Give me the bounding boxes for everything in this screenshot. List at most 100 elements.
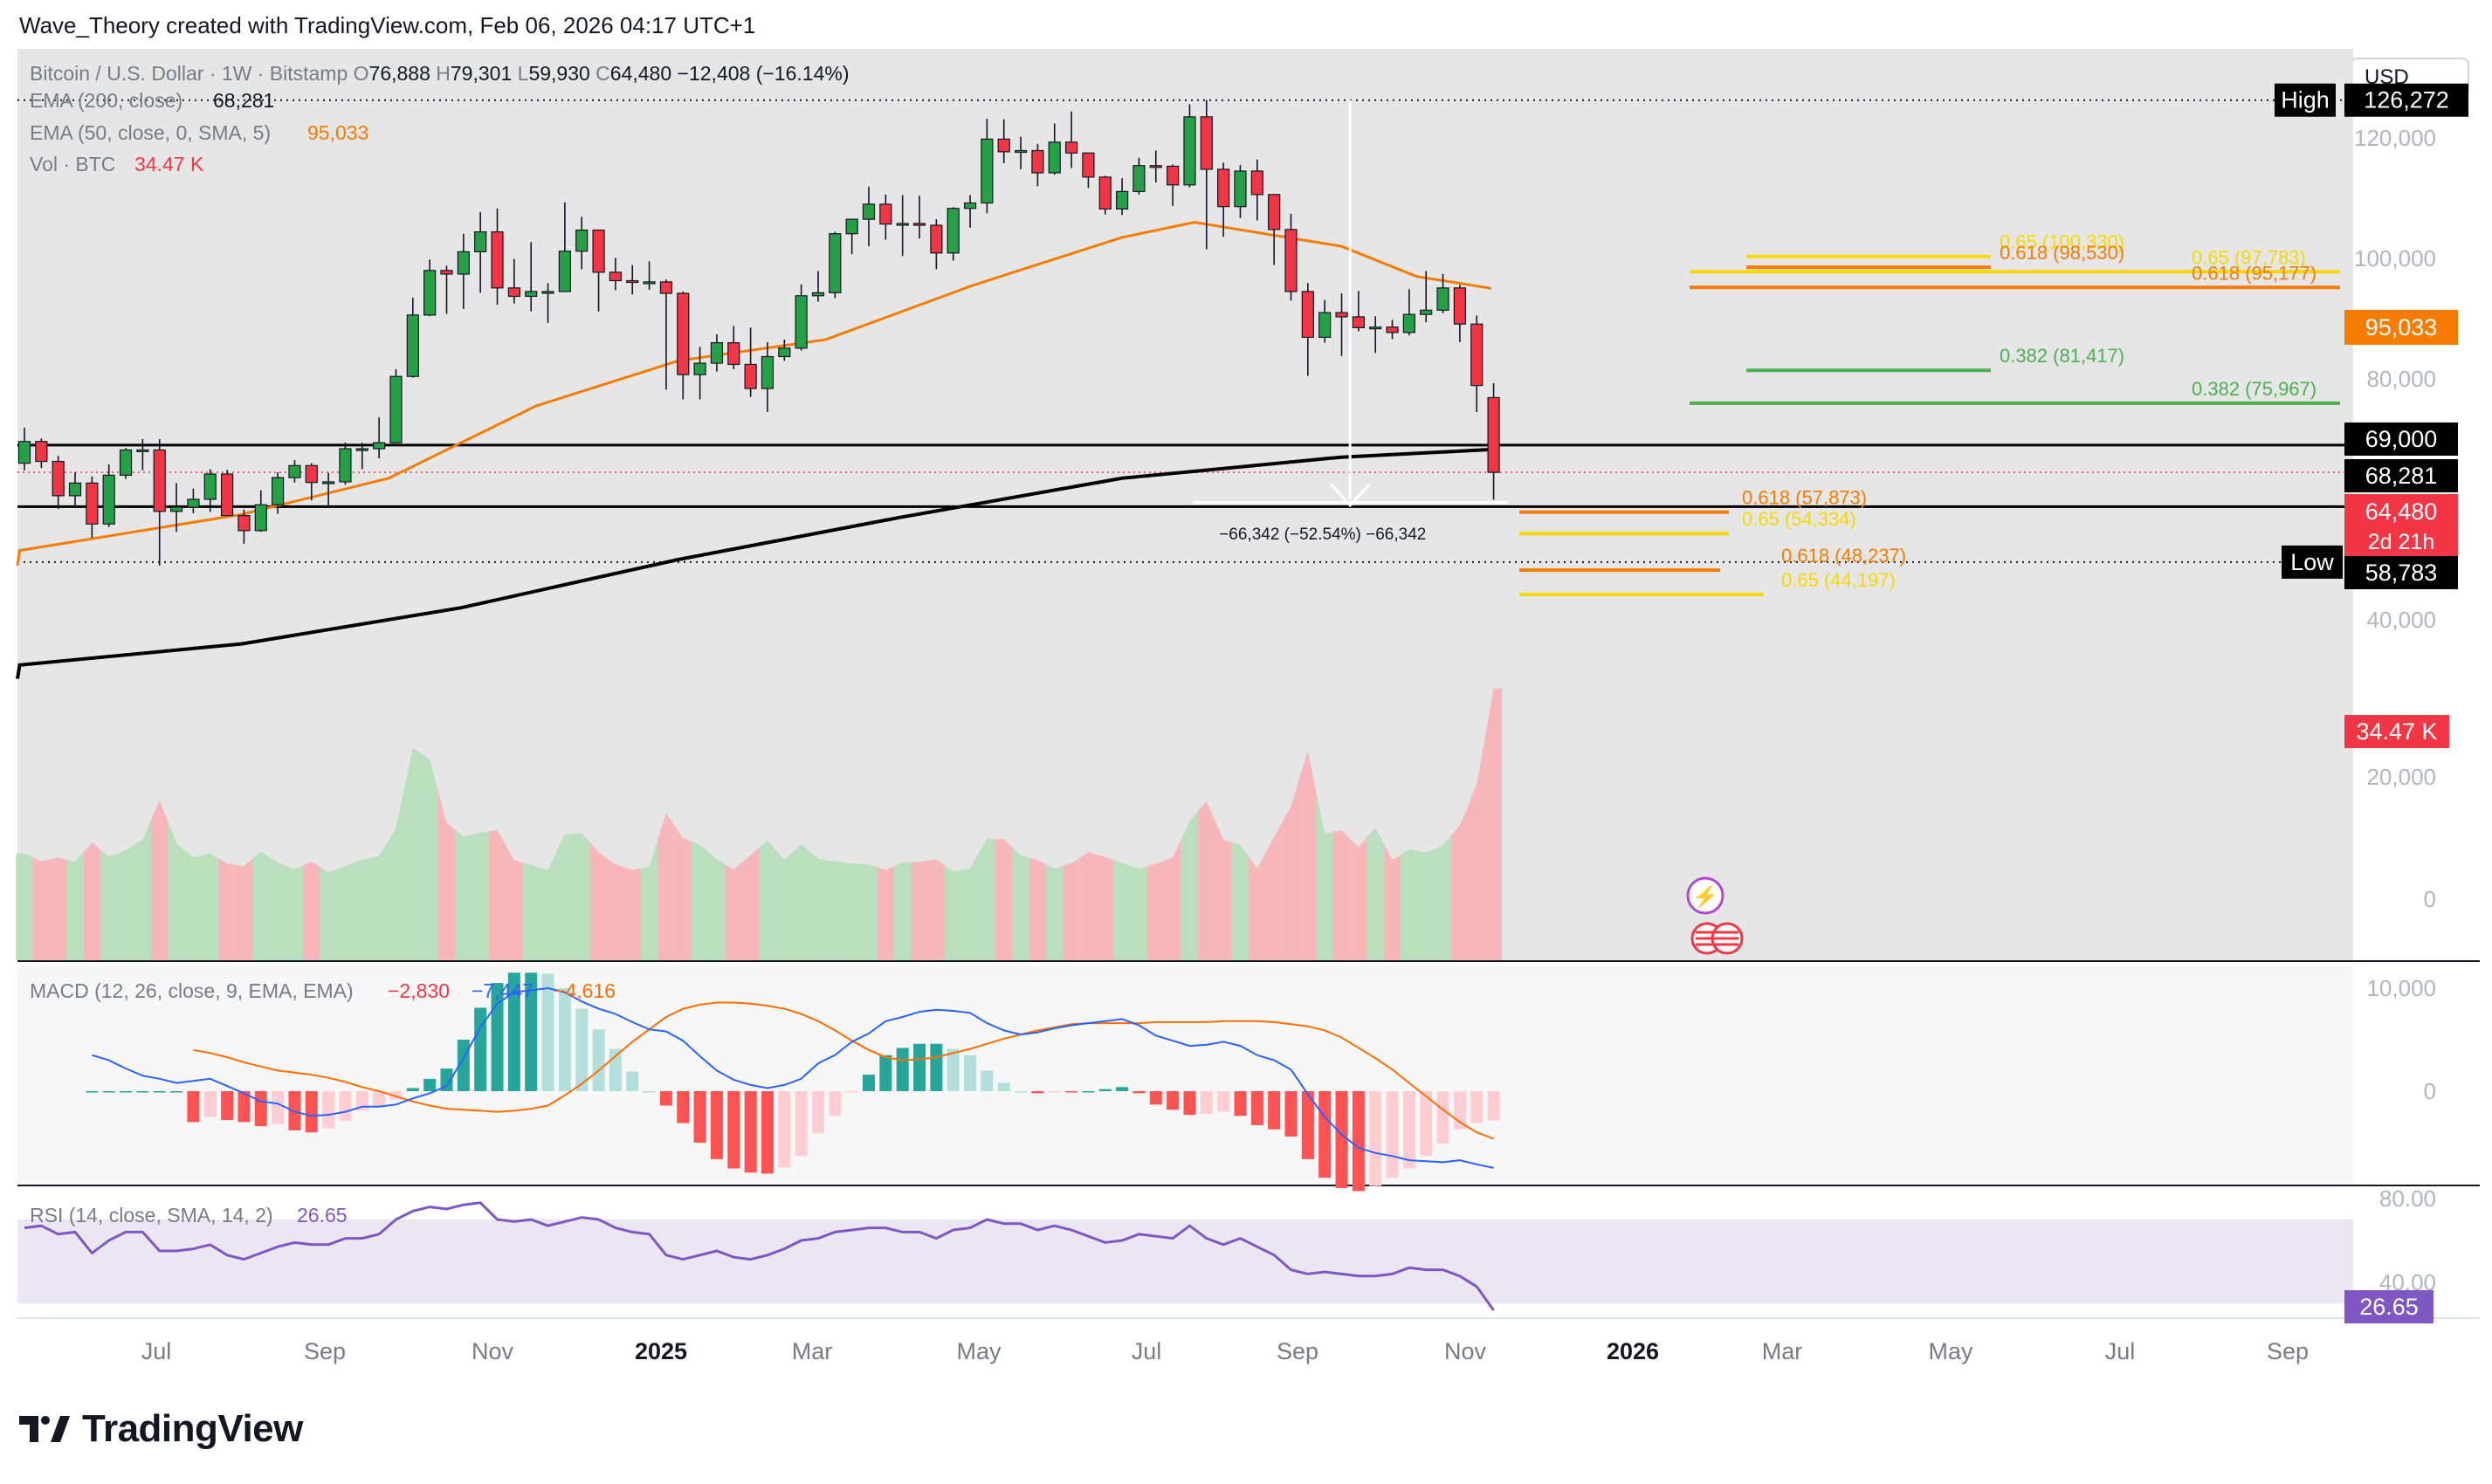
time-axis-tick: Jul [141,1338,172,1364]
fib-level-label: 0.618 (95,177) [2192,262,2316,284]
candle-body [1436,287,1449,311]
volume-bar [404,747,422,960]
volume-bar [455,829,472,960]
last-price-badge-bg [2344,494,2458,560]
volume-bar [354,857,371,960]
macd-histogram-bar [964,1055,977,1091]
candle-body [507,287,520,298]
candle-body [119,449,133,476]
time-axis-tick: Sep [1277,1338,1318,1364]
candle-body [1183,116,1196,186]
volume-bar [657,813,675,960]
low-tag: Low [2290,549,2334,575]
macd-signal-line [193,1001,1494,1140]
macd-histogram-bar [1234,1091,1247,1116]
fib-level-label: 0.65 (100,330) [2000,231,2124,253]
candle-body [896,223,909,226]
candle-body [491,231,504,289]
fib-level-label: 0.65 (54,334) [1742,508,1856,530]
macd-histogram-bar [120,1091,133,1093]
volume-bar [860,863,878,960]
macd-histogram-bar [930,1043,943,1091]
candle-body [153,449,166,512]
macd-histogram-bar [170,1091,183,1093]
level69-badge: 69,000 [2365,426,2438,452]
volume-bar [1215,821,1232,960]
candle-body [254,504,267,532]
fib-level-label: 0.618 (48,237) [1781,545,1906,567]
volume-bar [387,787,405,960]
volume-bar [83,842,101,960]
volume-badge: 34.47 K [2356,718,2437,745]
time-axis-tick: May [956,1338,1002,1364]
candle-body [1250,170,1263,196]
macd-histogram-bar [1200,1091,1213,1114]
time-axis-tick: Mar [1762,1338,1803,1364]
level58-badge: 58,783 [2365,560,2438,586]
macd-histogram-bar [1335,1091,1348,1188]
candle-body [68,482,82,497]
candle-body [102,474,115,525]
macd-histogram-bar [254,1091,267,1127]
volume-bar [1012,847,1029,960]
candle-body [912,223,926,226]
candle-body [440,270,453,275]
macd-histogram-bar [525,972,538,1091]
candle-body [1149,165,1162,168]
ema200-legend-value: 68,281 [213,89,274,112]
candle-body [1132,165,1146,193]
volume-bar [1316,792,1333,960]
measure-arrow-head [1330,483,1371,508]
macd-histogram-bar [845,1091,858,1093]
macd-histogram-bar [288,1091,301,1130]
low-tag-bg [2282,545,2343,579]
macd-panel-bg [17,965,2353,1184]
macd-histogram-bar [761,1091,774,1174]
volume-bar [1181,811,1199,960]
candle-body [1268,194,1281,230]
volume-bar [539,852,557,960]
ema50-legend-value: 95,033 [307,121,368,144]
macd-axis-tick: 0 [2424,1078,2436,1104]
candle-body [1487,396,1500,473]
candle-body [305,464,318,484]
candle-body [997,138,1010,153]
volume-bar [168,821,185,960]
candle-body [1217,168,1230,208]
ohlc-legend: Bitcoin / U.S. Dollar · 1W · Bitstamp O7… [30,62,849,85]
ema200-badge-bg [2344,459,2458,492]
rsi-badge-bg [2344,1290,2433,1323]
volume-bar [623,867,641,960]
candle-body [811,292,825,297]
price-panel-bg [17,49,2353,961]
macd-histogram-bar [322,1091,335,1129]
tradingview-logo[interactable]: TradingView [19,1407,303,1451]
volume-bar [522,862,540,960]
macd-histogram-bar [1132,1091,1146,1094]
price-axis-tick: 100,000 [2354,245,2436,271]
vol-legend-label: Vol · BTC [30,153,115,175]
candle-body [1352,316,1365,328]
volume-bar [843,862,861,960]
volume-bar [303,862,320,960]
candle-body [339,448,352,483]
candle-body [1318,312,1332,338]
volume-bar [1198,801,1215,960]
macd-histogram-bar [947,1048,960,1091]
volume-badge-bg [2344,715,2449,748]
macd-histogram-bar [406,1088,419,1091]
volume-bar [117,844,134,960]
volume-bar [1332,829,1351,960]
attribution-text: Wave_Theory created with TradingView.com… [19,12,756,38]
volume-bar [1046,864,1064,960]
macd-histogram-bar [1250,1091,1263,1125]
candle-body [1064,141,1078,154]
macd-histogram-bar [1453,1091,1466,1130]
volume-bar [741,848,760,960]
volume-bar [16,853,33,960]
macd-histogram-bar [153,1091,166,1093]
macd-histogram-bar [541,973,554,1091]
price-axis-tick: 20,000 [2366,764,2436,790]
volume-bar [640,840,658,960]
